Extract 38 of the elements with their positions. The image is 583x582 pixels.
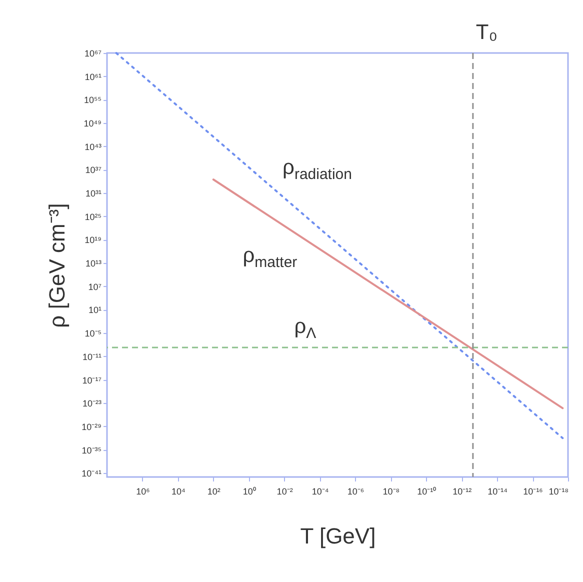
x-tick-label: 10⁻¹⁴ [488, 486, 508, 496]
x-tick-label: 10² [207, 486, 220, 496]
x-tick-label: 10⁻¹⁰ [417, 486, 436, 496]
y-tick-label: 10⁷ [88, 282, 102, 292]
x-tick-label: 10⁻¹² [452, 486, 472, 496]
y-tick-label: 10⁻¹¹ [82, 352, 102, 362]
x-tick-label: 10⁶ [136, 486, 150, 496]
y-tick-label: 10⁻²⁹ [82, 422, 102, 432]
y-tick-label: 10⁵⁵ [84, 95, 102, 106]
series-label: ρ$_{matter}$ [242, 244, 298, 271]
x-tick-label: 10⁰ [242, 486, 256, 496]
y-tick-label: 10³⁷ [85, 165, 102, 176]
x-tick-label: 10⁻¹⁶ [523, 486, 544, 496]
y-tick-label: 10⁴⁹ [84, 118, 102, 129]
ref-line-label: ρ$_{Λ}$ [294, 315, 316, 343]
y-tick-label: 10⁻⁵ [84, 328, 102, 339]
y-tick-label: 10¹ [88, 305, 102, 316]
y-tick-label: 10⁻¹⁷ [82, 375, 102, 386]
y-tick-label: 10⁴³ [84, 142, 102, 152]
x-tick-label: 10⁻⁴ [312, 486, 329, 496]
y-tick-label: 10¹³ [85, 258, 102, 269]
y-tick-label: 10⁶⁷ [84, 48, 102, 58]
y-tick-label: 10²⁵ [84, 212, 102, 222]
x-tick-label: 10⁻⁸ [382, 486, 400, 496]
y-tick-label: 10⁻³⁵ [82, 445, 102, 456]
y-tick-label: 10³¹ [85, 188, 102, 199]
y-tick-label: 10⁶¹ [84, 72, 102, 82]
x-tick-label: 10⁻² [276, 486, 293, 496]
x-tick-label: 10⁻¹⁸ [548, 486, 569, 496]
y-axis-title: ρ [GeV cm⁻³] [44, 203, 70, 328]
x-axis-title: T [GeV] [300, 524, 376, 548]
y-tick-label: 10¹⁹ [84, 235, 102, 246]
x-tick-label: 10⁴ [171, 486, 186, 496]
ref-line-label: T₀ [476, 21, 498, 44]
y-tick-label: 10⁻²³ [82, 398, 102, 409]
x-tick-label: 10⁻⁶ [347, 486, 364, 496]
series-label: ρ$_{radiation}$ [282, 156, 352, 183]
y-tick-label: 10⁻⁴¹ [82, 468, 102, 479]
